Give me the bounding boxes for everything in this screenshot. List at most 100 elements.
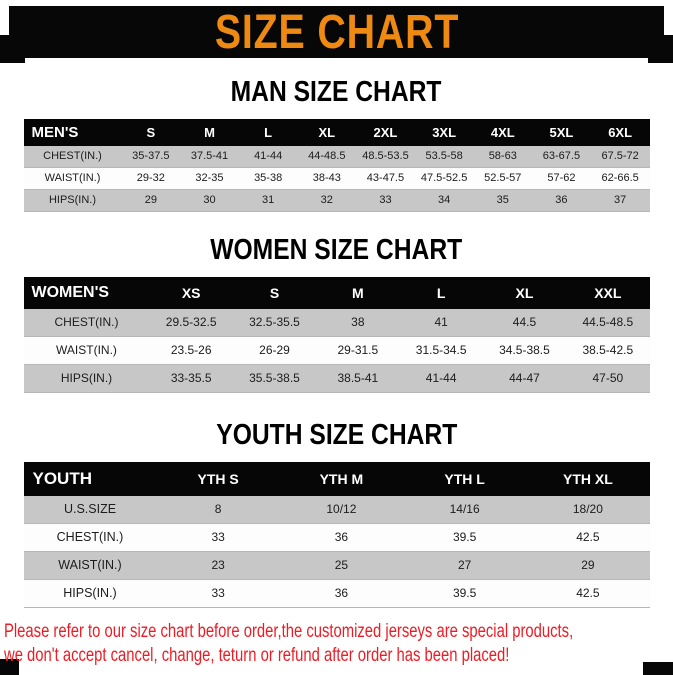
size-value: 44-48.5 bbox=[297, 146, 357, 168]
banner: SIZE CHART bbox=[9, 5, 664, 59]
women-size-table: WOMEN'S XS S M L XL XXL CHEST(IN.) 29.5-32.5 32.5… bbox=[23, 277, 650, 393]
size-value: 58-63 bbox=[473, 146, 533, 168]
size-value: 62-66.5 bbox=[590, 167, 650, 190]
size-value: 29 bbox=[526, 551, 650, 580]
page-title: SIZE CHART bbox=[214, 5, 459, 59]
column-header: YTH XL bbox=[526, 462, 650, 496]
table-row: HIPS(IN.) 33-35.5 35.5-38.5 38.5-41 41-44 44-… bbox=[23, 364, 650, 393]
column-header: M bbox=[316, 277, 400, 309]
size-value: 67.5-72 bbox=[590, 146, 650, 168]
column-header: 3XL bbox=[414, 119, 474, 146]
size-value: 33 bbox=[356, 189, 415, 212]
column-header: S bbox=[232, 277, 317, 309]
size-value: 44.5 bbox=[482, 309, 567, 337]
size-value: 52.5-57 bbox=[473, 167, 533, 190]
size-value: 37 bbox=[590, 189, 650, 212]
section-title-youth: YOUTH SIZE CHART bbox=[0, 420, 673, 450]
size-value: 35 bbox=[473, 189, 533, 212]
column-header: YTH M bbox=[279, 462, 403, 496]
size-value: 42.5 bbox=[526, 579, 650, 608]
size-value: 37.5-41 bbox=[180, 146, 239, 168]
column-header: 5XL bbox=[532, 119, 591, 146]
size-value: 18/20 bbox=[526, 496, 650, 524]
row-label: CHEST(IN.) bbox=[23, 523, 157, 552]
size-value: 47.5-52.5 bbox=[414, 167, 474, 190]
size-value: 41 bbox=[399, 309, 483, 337]
column-header: S bbox=[121, 119, 181, 146]
table-row: CHEST(IN.) 33 36 39.5 42.5 bbox=[23, 523, 650, 552]
row-label: CHEST(IN.) bbox=[23, 146, 122, 168]
size-value: 38.5-41 bbox=[316, 364, 400, 393]
youth-size-table: YOUTH YTH S YTH M YTH L YTH XL U.S.SIZE 8 10/12… bbox=[23, 462, 650, 608]
size-value: 48.5-53.5 bbox=[356, 146, 415, 168]
size-value: 33 bbox=[156, 579, 280, 608]
size-value: 39.5 bbox=[403, 523, 527, 552]
column-header: L bbox=[399, 277, 483, 309]
row-label: CHEST(IN.) bbox=[23, 309, 150, 337]
column-header: WOMEN'S bbox=[23, 277, 150, 309]
column-header: M bbox=[180, 119, 239, 146]
size-value: 29 bbox=[121, 189, 181, 212]
column-header: 6XL bbox=[590, 119, 650, 146]
section-title-women: WOMEN SIZE CHART bbox=[0, 235, 673, 265]
size-value: 23 bbox=[156, 551, 280, 580]
size-value: 31 bbox=[238, 189, 298, 212]
table-header-row: MEN'S S M L XL 2XL 3XL 4XL 5XL 6XL bbox=[23, 119, 650, 146]
column-header: MEN'S bbox=[23, 119, 122, 146]
size-value: 29-31.5 bbox=[316, 336, 400, 365]
row-label: WAIST(IN.) bbox=[23, 551, 157, 580]
size-value: 23.5-26 bbox=[149, 336, 233, 365]
table-row: HIPS(IN.) 29 30 31 32 33 34 35 36 37 bbox=[23, 189, 650, 212]
footer-disclaimer: Please refer to our size chart before or… bbox=[4, 620, 673, 668]
size-value: 38-43 bbox=[297, 167, 357, 190]
size-value: 27 bbox=[403, 551, 527, 580]
size-value: 47-50 bbox=[566, 364, 650, 393]
size-value: 32.5-35.5 bbox=[232, 309, 317, 337]
row-label: HIPS(IN.) bbox=[23, 579, 157, 608]
size-value: 53.5-58 bbox=[414, 146, 474, 168]
column-header: XL bbox=[297, 119, 357, 146]
size-value: 43-47.5 bbox=[356, 167, 415, 190]
size-value: 36 bbox=[279, 523, 403, 552]
size-value: 31.5-34.5 bbox=[399, 336, 483, 365]
size-value: 36 bbox=[532, 189, 591, 212]
column-header: L bbox=[238, 119, 298, 146]
size-value: 63-67.5 bbox=[532, 146, 591, 168]
table-header-row: WOMEN'S XS S M L XL XXL bbox=[23, 277, 650, 309]
size-value: 8 bbox=[156, 496, 280, 524]
size-value: 41-44 bbox=[399, 364, 483, 393]
size-value: 34 bbox=[414, 189, 474, 212]
table-row: WAIST(IN.) 29-32 32-35 35-38 38-43 43-47.5 47.… bbox=[23, 167, 650, 190]
table-row: WAIST(IN.) 23.5-26 26-29 29-31.5 31.5-34.5 34… bbox=[23, 336, 650, 365]
size-value: 32-35 bbox=[180, 167, 239, 190]
column-header: 2XL bbox=[356, 119, 415, 146]
section-title-men-text: MAN SIZE CHART bbox=[231, 76, 442, 108]
size-value: 29.5-32.5 bbox=[149, 309, 233, 337]
table-row: CHEST(IN.) 35-37.5 37.5-41 41-44 44-48.5 48.5… bbox=[23, 146, 650, 168]
size-value: 38.5-42.5 bbox=[566, 336, 650, 365]
section-title-men: MAN SIZE CHART bbox=[0, 77, 673, 107]
section-title-women-text: WOMEN SIZE CHART bbox=[210, 234, 463, 266]
size-value: 30 bbox=[180, 189, 239, 212]
table-row: CHEST(IN.) 29.5-32.5 32.5-35.5 38 41 44.5 44.5… bbox=[23, 309, 650, 337]
column-header: XS bbox=[149, 277, 233, 309]
size-value: 35-37.5 bbox=[121, 146, 181, 168]
size-value: 35.5-38.5 bbox=[232, 364, 317, 393]
size-value: 41-44 bbox=[238, 146, 298, 168]
size-value: 33 bbox=[156, 523, 280, 552]
row-label: HIPS(IN.) bbox=[23, 189, 122, 212]
size-value: 25 bbox=[279, 551, 403, 580]
size-value: 26-29 bbox=[232, 336, 317, 365]
column-header: YTH S bbox=[156, 462, 280, 496]
row-label: WAIST(IN.) bbox=[23, 336, 150, 365]
size-value: 57-62 bbox=[532, 167, 591, 190]
table-row: U.S.SIZE 8 10/12 14/16 18/20 bbox=[23, 496, 650, 524]
column-header: YTH L bbox=[403, 462, 527, 496]
column-header: YOUTH bbox=[23, 462, 157, 496]
footer-line-2: we don't accept cancel, change, teturn o… bbox=[4, 645, 510, 666]
men-size-table: MEN'S S M L XL 2XL 3XL 4XL 5XL 6XL CHEST(IN.) 35-37… bbox=[23, 119, 650, 212]
size-value: 44.5-48.5 bbox=[566, 309, 650, 337]
size-value: 34.5-38.5 bbox=[482, 336, 567, 365]
size-value: 44-47 bbox=[482, 364, 567, 393]
size-value: 10/12 bbox=[279, 496, 403, 524]
